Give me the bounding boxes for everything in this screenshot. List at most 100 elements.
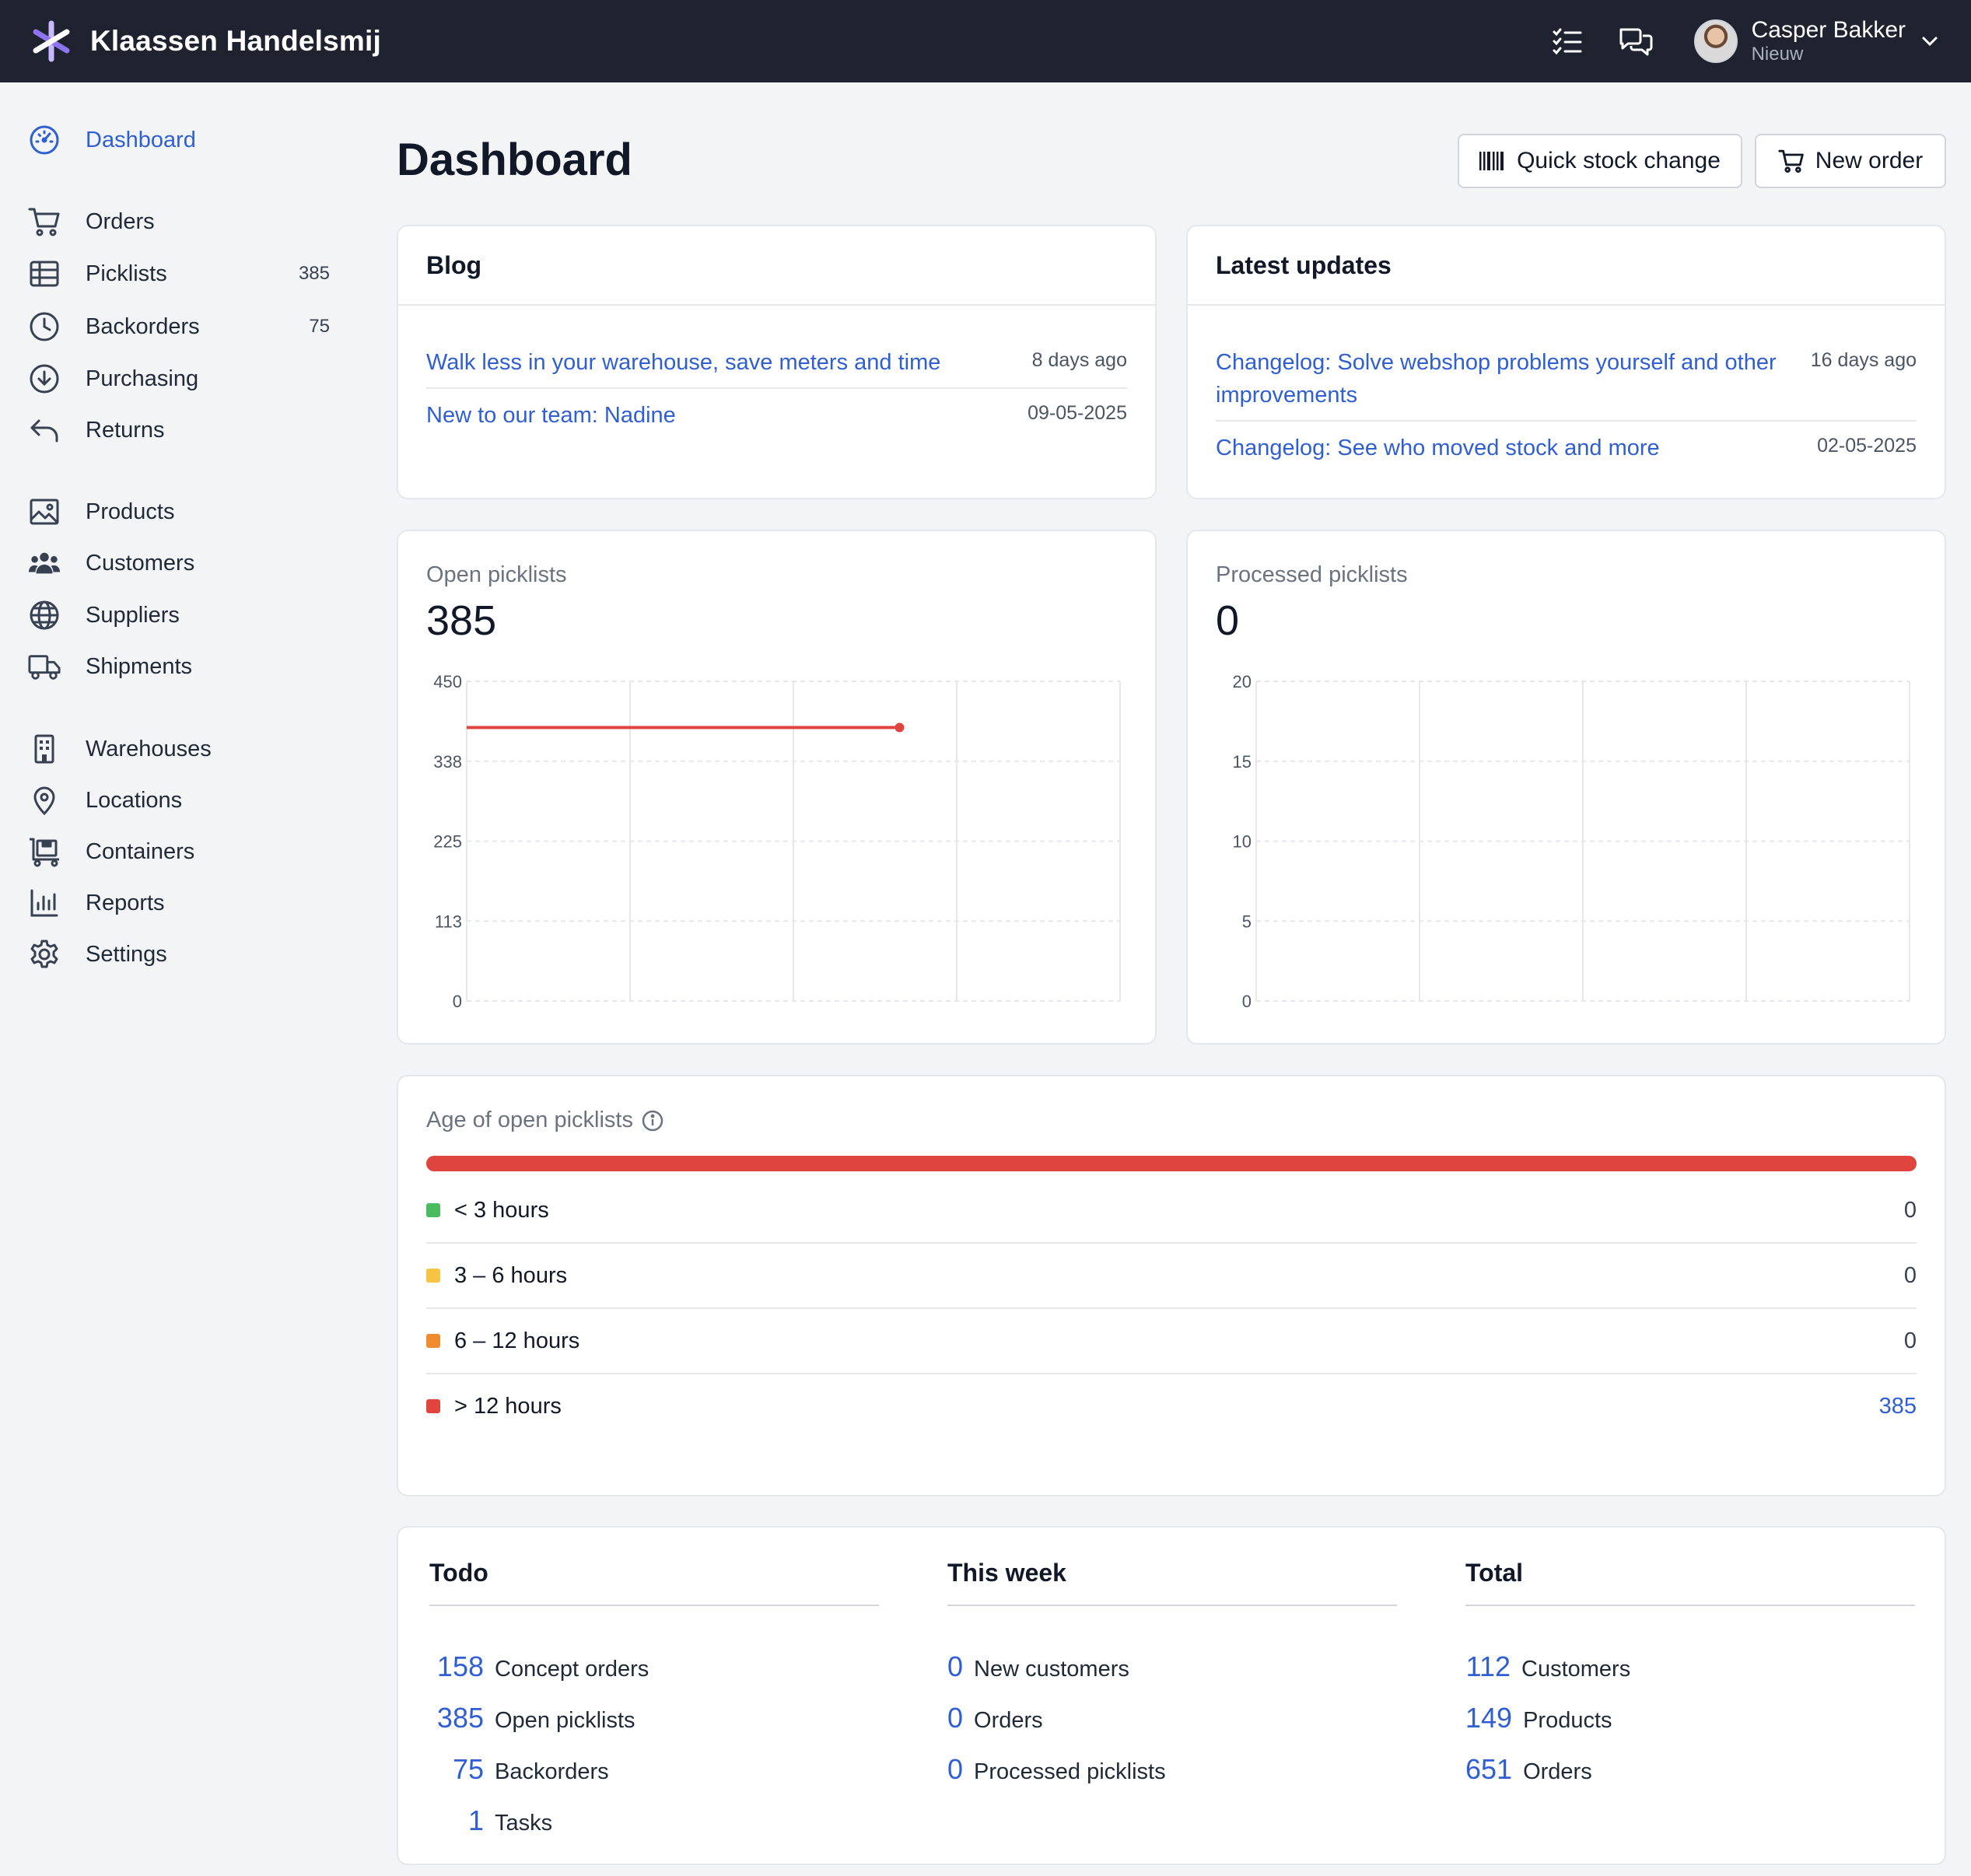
age-card: Age of open picklists < 3 hours 0 3 – 6 … xyxy=(397,1075,1946,1496)
sidebar-item-warehouses[interactable]: Warehouses xyxy=(28,730,339,768)
summary-number: 1 xyxy=(467,1804,484,1836)
age-row-value-link[interactable]: 385 xyxy=(1878,1393,1917,1419)
summary-row[interactable]: 149 Products xyxy=(1465,1702,1612,1734)
building-icon xyxy=(28,733,61,765)
summary-number: 0 xyxy=(947,1753,964,1785)
news-link[interactable]: Walk less in your warehouse, save meters… xyxy=(426,350,941,375)
summary-label: Customers xyxy=(1521,1657,1631,1682)
user-menu[interactable]: Casper Bakker Nieuw xyxy=(1693,19,1940,65)
blog-title: Blog xyxy=(398,226,1155,306)
cart-icon xyxy=(28,205,61,238)
news-date: 16 days ago xyxy=(1810,349,1917,371)
open-picklists-value: 385 xyxy=(426,597,497,644)
open-picklists-chart: 450 338 225 113 0 xyxy=(433,672,1121,1011)
summary-row[interactable]: 112 Customers xyxy=(1465,1650,1631,1683)
y-tick-label: 338 xyxy=(433,752,462,772)
y-tick-label: 0 xyxy=(1242,992,1252,1011)
checklist-icon[interactable] xyxy=(1549,23,1585,59)
y-tick-label: 0 xyxy=(453,992,462,1011)
summary-label: Orders xyxy=(1523,1759,1592,1784)
news-date: 09-05-2025 xyxy=(1028,402,1127,424)
new-order-label: New order xyxy=(1815,148,1924,173)
summary-row[interactable]: 0 Processed picklists xyxy=(947,1753,1166,1786)
y-tick-label: 113 xyxy=(435,912,462,931)
age-row: > 12 hours 385 xyxy=(426,1374,1917,1439)
sidebar-item-settings[interactable]: Settings xyxy=(28,935,339,974)
sidebar-item-label: Locations xyxy=(86,787,183,813)
download-circle-icon xyxy=(28,362,61,395)
blog-card: Blog Walk less in your warehouse, save m… xyxy=(397,225,1157,499)
age-row-label: > 12 hours xyxy=(454,1393,562,1419)
quick-stock-change-label: Quick stock change xyxy=(1517,148,1721,173)
summary-row[interactable]: 651 Orders xyxy=(1465,1753,1592,1786)
processed-picklists-chart: 20 15 10 5 0 xyxy=(1233,672,1910,1011)
y-tick-label: 20 xyxy=(1233,672,1252,691)
age-row-value: 0 xyxy=(1903,1197,1917,1223)
open-picklists-label: Open picklists xyxy=(426,562,567,587)
age-distribution-bar xyxy=(426,1156,1917,1171)
summary-row[interactable]: 0 Orders xyxy=(947,1702,1043,1734)
sidebar-item-customers[interactable]: Customers xyxy=(28,544,339,583)
age-legend-square xyxy=(426,1203,440,1217)
age-legend-square xyxy=(426,1269,440,1283)
brand[interactable]: Klaassen Handelsmij xyxy=(30,19,381,63)
processed-picklists-card: Processed picklists 0 20 15 10 5 0 xyxy=(1186,530,1946,1045)
return-arrow-icon xyxy=(28,414,61,446)
sidebar-item-picklists[interactable]: Picklists 385 xyxy=(28,254,339,293)
sidebar-item-purchasing[interactable]: Purchasing xyxy=(28,359,339,398)
summary-number: 0 xyxy=(947,1702,964,1734)
age-row: < 3 hours 0 xyxy=(426,1178,1917,1243)
summary-row[interactable]: 75 Backorders xyxy=(429,1753,609,1786)
latest-updates-card: Latest updates Changelog: Solve webshop … xyxy=(1186,225,1946,499)
news-link[interactable]: Changelog: See who moved stock and more xyxy=(1216,436,1660,460)
processed-picklists-label: Processed picklists xyxy=(1216,562,1408,587)
users-icon xyxy=(28,547,61,579)
summary-label: Concept orders xyxy=(495,1657,649,1682)
cart-box-icon xyxy=(28,835,61,868)
sidebar-item-label: Dashboard xyxy=(86,127,196,152)
truck-icon xyxy=(28,650,61,683)
sidebar-item-dashboard[interactable]: Dashboard xyxy=(28,121,339,159)
summary-row[interactable]: 0 New customers xyxy=(947,1650,1129,1683)
sidebar-item-locations[interactable]: Locations xyxy=(28,781,339,820)
chat-icon[interactable] xyxy=(1618,23,1654,59)
todo-column: Todo 158 Concept orders 385 Open picklis… xyxy=(429,1559,879,1836)
sidebar-item-products[interactable]: Products xyxy=(28,492,339,531)
sidebar-item-orders[interactable]: Orders xyxy=(28,202,339,241)
summary-row[interactable]: 1 Tasks xyxy=(429,1804,552,1837)
sidebar-item-returns[interactable]: Returns xyxy=(28,411,339,450)
sidebar-item-shipments[interactable]: Shipments xyxy=(28,647,339,686)
asterisk-logo-icon xyxy=(33,20,70,62)
age-row-value: 0 xyxy=(1903,1262,1917,1288)
sidebar-item-reports[interactable]: Reports xyxy=(28,884,339,922)
summary-number: 0 xyxy=(947,1650,964,1682)
quick-stock-change-button[interactable]: Quick stock change xyxy=(1458,134,1742,188)
news-item: New to our team: Nadine 09-05-2025 xyxy=(426,399,1127,432)
summary-label: Processed picklists xyxy=(974,1759,1166,1784)
news-item: Walk less in your warehouse, save meters… xyxy=(426,346,1127,379)
sidebar-item-backorders[interactable]: Backorders 75 xyxy=(28,307,339,346)
data-point[interactable] xyxy=(894,723,905,733)
age-row-label: 3 – 6 hours xyxy=(454,1262,568,1288)
divider xyxy=(1216,420,1917,422)
age-row-label: < 3 hours xyxy=(454,1197,549,1223)
total-title: Total xyxy=(1465,1559,1915,1606)
todo-title: Todo xyxy=(429,1559,879,1606)
summary-number: 385 xyxy=(436,1702,484,1734)
user-role: Nieuw xyxy=(1751,44,1804,65)
info-icon[interactable] xyxy=(641,1109,664,1132)
sidebar-item-containers[interactable]: Containers xyxy=(28,832,339,871)
new-order-button[interactable]: New order xyxy=(1755,134,1946,188)
news-date: 02-05-2025 xyxy=(1817,435,1917,457)
news-link[interactable]: Changelog: Solve webshop problems yourse… xyxy=(1216,350,1777,408)
age-row: 6 – 12 hours 0 xyxy=(426,1308,1917,1374)
summary-row[interactable]: 158 Concept orders xyxy=(429,1650,649,1683)
news-date: 8 days ago xyxy=(1031,349,1127,371)
sidebar-item-suppliers[interactable]: Suppliers xyxy=(28,596,339,635)
sidebar-item-label: Suppliers xyxy=(86,602,180,628)
news-link[interactable]: New to our team: Nadine xyxy=(426,403,676,428)
sidebar-item-label: Warehouses xyxy=(86,736,212,761)
summary-row[interactable]: 385 Open picklists xyxy=(429,1702,635,1734)
sidebar-item-label: Purchasing xyxy=(86,366,199,391)
globe-icon xyxy=(28,599,61,632)
